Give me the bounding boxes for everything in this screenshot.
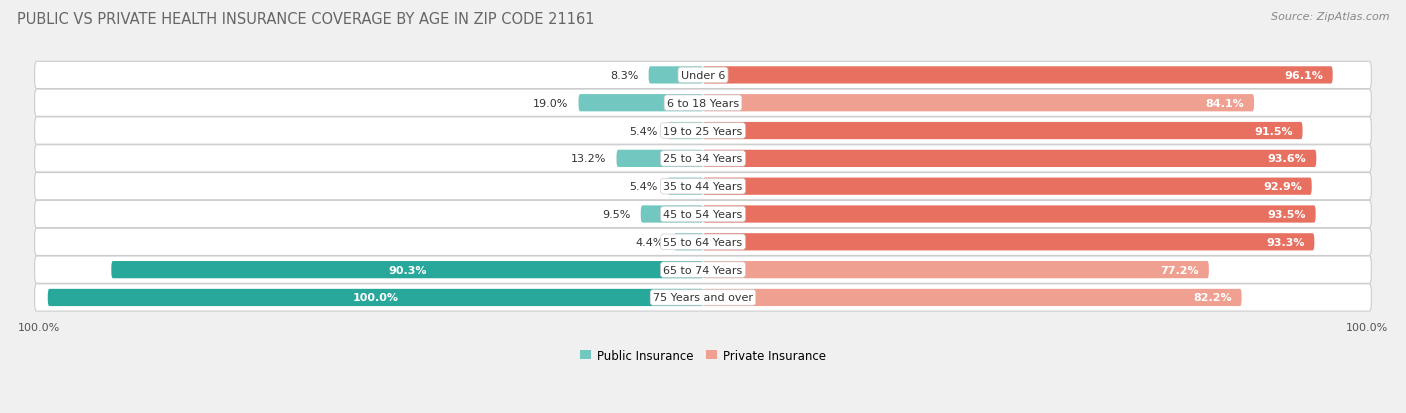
FancyBboxPatch shape: [703, 123, 1302, 140]
FancyBboxPatch shape: [578, 95, 703, 112]
Text: 75 Years and over: 75 Years and over: [652, 293, 754, 303]
FancyBboxPatch shape: [111, 261, 703, 279]
FancyBboxPatch shape: [616, 150, 703, 168]
FancyBboxPatch shape: [35, 145, 1371, 173]
Text: Source: ZipAtlas.com: Source: ZipAtlas.com: [1271, 12, 1389, 22]
FancyBboxPatch shape: [703, 67, 1333, 84]
FancyBboxPatch shape: [648, 67, 703, 84]
Text: 90.3%: 90.3%: [388, 265, 426, 275]
Text: 19 to 25 Years: 19 to 25 Years: [664, 126, 742, 136]
Text: 82.2%: 82.2%: [1194, 293, 1232, 303]
Text: 65 to 74 Years: 65 to 74 Years: [664, 265, 742, 275]
Text: 55 to 64 Years: 55 to 64 Years: [664, 237, 742, 247]
Text: 6 to 18 Years: 6 to 18 Years: [666, 98, 740, 109]
FancyBboxPatch shape: [641, 206, 703, 223]
Text: 19.0%: 19.0%: [533, 98, 568, 109]
Text: 4.4%: 4.4%: [636, 237, 665, 247]
Text: PUBLIC VS PRIVATE HEALTH INSURANCE COVERAGE BY AGE IN ZIP CODE 21161: PUBLIC VS PRIVATE HEALTH INSURANCE COVER…: [17, 12, 595, 27]
FancyBboxPatch shape: [668, 178, 703, 195]
Text: 93.5%: 93.5%: [1267, 209, 1306, 219]
Text: 8.3%: 8.3%: [610, 71, 638, 81]
Text: 100.0%: 100.0%: [1346, 322, 1388, 332]
Legend: Public Insurance, Private Insurance: Public Insurance, Private Insurance: [575, 344, 831, 367]
FancyBboxPatch shape: [703, 178, 1312, 195]
FancyBboxPatch shape: [48, 289, 703, 306]
FancyBboxPatch shape: [703, 150, 1316, 168]
FancyBboxPatch shape: [673, 234, 703, 251]
Text: 92.9%: 92.9%: [1263, 182, 1302, 192]
Text: 25 to 34 Years: 25 to 34 Years: [664, 154, 742, 164]
FancyBboxPatch shape: [35, 62, 1371, 89]
FancyBboxPatch shape: [35, 256, 1371, 284]
Text: 5.4%: 5.4%: [630, 182, 658, 192]
Text: 35 to 44 Years: 35 to 44 Years: [664, 182, 742, 192]
Text: 91.5%: 91.5%: [1254, 126, 1292, 136]
FancyBboxPatch shape: [703, 261, 1209, 279]
Text: 100.0%: 100.0%: [18, 322, 60, 332]
Text: 45 to 54 Years: 45 to 54 Years: [664, 209, 742, 219]
Text: 77.2%: 77.2%: [1160, 265, 1199, 275]
Text: 96.1%: 96.1%: [1284, 71, 1323, 81]
FancyBboxPatch shape: [35, 90, 1371, 117]
Text: 93.6%: 93.6%: [1268, 154, 1306, 164]
FancyBboxPatch shape: [35, 201, 1371, 228]
Text: 5.4%: 5.4%: [630, 126, 658, 136]
FancyBboxPatch shape: [703, 289, 1241, 306]
Text: 100.0%: 100.0%: [353, 293, 398, 303]
Text: 9.5%: 9.5%: [603, 209, 631, 219]
FancyBboxPatch shape: [35, 118, 1371, 145]
FancyBboxPatch shape: [703, 206, 1316, 223]
FancyBboxPatch shape: [703, 234, 1315, 251]
FancyBboxPatch shape: [35, 284, 1371, 311]
FancyBboxPatch shape: [35, 173, 1371, 200]
FancyBboxPatch shape: [668, 123, 703, 140]
FancyBboxPatch shape: [35, 229, 1371, 256]
Text: 13.2%: 13.2%: [571, 154, 606, 164]
Text: Under 6: Under 6: [681, 71, 725, 81]
FancyBboxPatch shape: [703, 95, 1254, 112]
Text: 93.3%: 93.3%: [1265, 237, 1305, 247]
Text: 84.1%: 84.1%: [1205, 98, 1244, 109]
